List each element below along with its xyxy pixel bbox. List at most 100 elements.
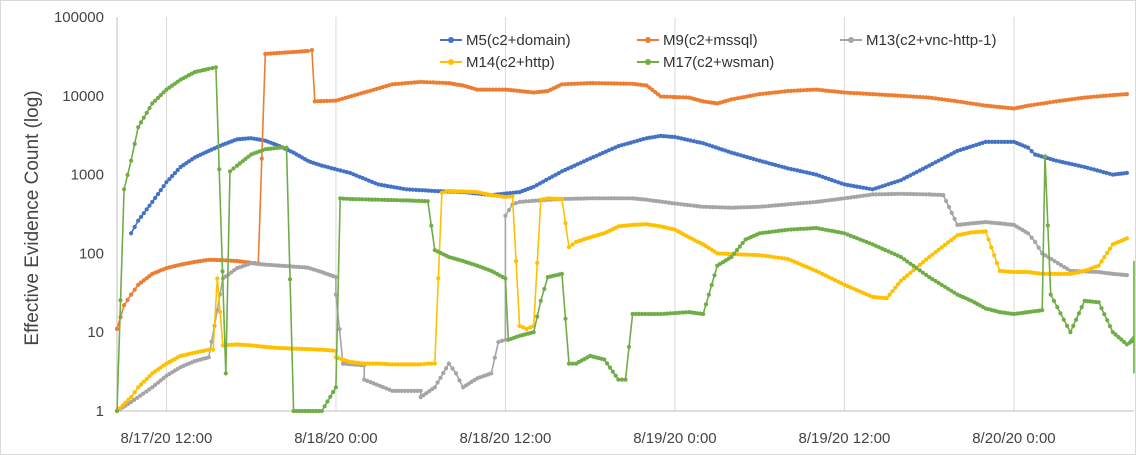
data-point: [1051, 298, 1057, 303]
data-point: [719, 147, 725, 152]
data-point: [138, 120, 144, 125]
data-point: [886, 93, 891, 98]
data-point: [782, 228, 787, 233]
data-point: [136, 218, 141, 223]
data-point: [804, 200, 809, 205]
data-point: [858, 91, 863, 96]
data-point: [949, 288, 954, 293]
data-point: [908, 94, 913, 99]
data-point: [513, 201, 519, 206]
data-point: [380, 84, 386, 90]
data-point: [668, 311, 673, 316]
data-point: [511, 190, 516, 195]
data-point: [738, 95, 744, 100]
data-point: [795, 88, 800, 93]
data-point: [807, 226, 813, 231]
data-point: [327, 98, 332, 103]
data-point: [883, 192, 888, 197]
data-point: [404, 198, 409, 203]
data-point: [688, 203, 693, 208]
data-point: [801, 200, 806, 206]
data-point: [854, 194, 860, 199]
data-point: [138, 382, 144, 387]
x-tick-label: 8/19/20 0:00: [633, 430, 716, 447]
data-point: [782, 202, 787, 207]
data-point: [896, 282, 901, 287]
data-point: [760, 253, 765, 258]
data-point: [1065, 271, 1070, 276]
data-point: [738, 205, 744, 210]
data-point: [369, 179, 375, 184]
legend-swatch-marker: [645, 59, 651, 65]
data-point: [898, 278, 904, 283]
data-point: [492, 355, 497, 360]
data-point: [563, 196, 568, 201]
data-point: [450, 366, 455, 371]
data-point: [1119, 337, 1124, 342]
data-point: [1052, 259, 1057, 264]
data-point: [432, 385, 437, 390]
legend-label: M17(c2+wsman): [663, 54, 774, 71]
data-point: [1044, 100, 1049, 105]
data-point: [1099, 259, 1104, 264]
data-point: [426, 188, 431, 193]
data-point: [415, 388, 420, 393]
data-point: [369, 197, 375, 202]
data-point: [1054, 158, 1059, 163]
series-1: [114, 48, 1129, 331]
data-point: [1074, 317, 1079, 322]
data-point: [757, 231, 762, 236]
data-point: [905, 174, 910, 179]
data-point: [155, 192, 161, 197]
data-point: [621, 81, 626, 86]
data-point: [779, 256, 784, 261]
data-point: [144, 389, 149, 394]
data-point: [810, 200, 816, 205]
data-point: [1062, 271, 1067, 276]
data-point: [280, 145, 286, 150]
data-point: [503, 276, 508, 281]
data-point: [917, 192, 922, 197]
data-point: [892, 93, 897, 98]
data-point: [534, 183, 539, 188]
data-point: [709, 282, 714, 288]
data-point: [1091, 94, 1097, 99]
data-point: [836, 197, 841, 202]
data-point: [949, 210, 954, 216]
data-point: [324, 98, 329, 103]
data-point: [1071, 323, 1076, 328]
data-point: [763, 230, 769, 235]
y-tick-label: 10: [87, 324, 104, 341]
data-point: [141, 211, 146, 216]
data-point: [164, 180, 169, 185]
data-point: [144, 376, 149, 382]
data-point: [333, 385, 338, 390]
data-point: [1052, 271, 1057, 276]
data-point: [817, 173, 822, 178]
data-point: [898, 93, 904, 98]
data-point: [399, 81, 404, 86]
data-point: [858, 185, 863, 190]
data-point: [435, 189, 441, 194]
data-point: [431, 80, 436, 85]
data-point: [892, 191, 897, 197]
data-point: [439, 190, 444, 195]
data-point: [1058, 271, 1064, 276]
data-point: [325, 399, 330, 404]
data-point: [578, 196, 583, 201]
data-point: [155, 95, 161, 100]
data-point: [602, 357, 607, 362]
data-point: [1026, 145, 1031, 150]
data-point: [845, 90, 850, 95]
data-point: [911, 263, 916, 268]
data-point: [170, 174, 175, 179]
data-point: [132, 287, 137, 292]
data-point: [930, 277, 935, 282]
data-point: [939, 245, 944, 250]
data-point: [914, 192, 919, 197]
data-point: [1076, 96, 1081, 101]
data-point: [374, 86, 379, 91]
data-point: [333, 98, 338, 103]
data-point: [986, 237, 991, 242]
data-point: [867, 293, 872, 298]
